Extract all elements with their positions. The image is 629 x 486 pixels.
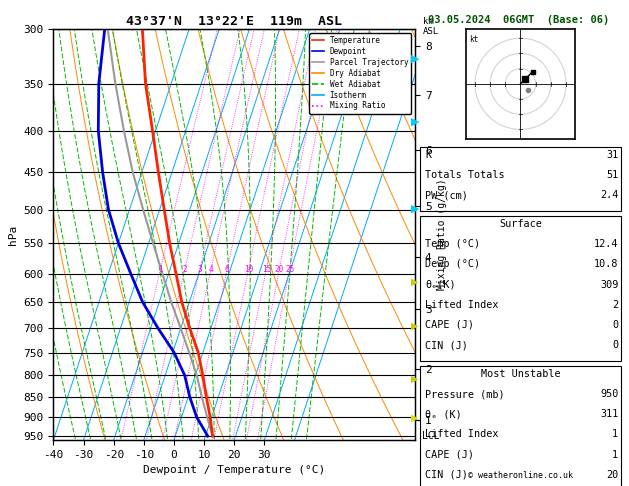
Text: ▶: ▶ (411, 413, 419, 423)
Y-axis label: Mixing Ratio (g/kg): Mixing Ratio (g/kg) (437, 179, 447, 290)
Text: ▶: ▶ (411, 204, 420, 214)
Text: ▶: ▶ (411, 277, 419, 287)
Text: θₑ(K): θₑ(K) (425, 279, 456, 290)
Text: 10.8: 10.8 (594, 260, 618, 269)
Text: 1: 1 (158, 265, 163, 274)
Text: K: K (425, 150, 431, 160)
Text: Most Unstable: Most Unstable (481, 369, 560, 379)
Text: Pressure (mb): Pressure (mb) (425, 389, 505, 399)
Text: 31: 31 (606, 150, 618, 160)
Text: 311: 311 (600, 409, 618, 419)
Text: 6: 6 (225, 265, 230, 274)
Text: Lifted Index: Lifted Index (425, 430, 499, 439)
Text: km
ASL: km ASL (423, 17, 439, 36)
Text: 1: 1 (612, 430, 618, 439)
Text: 1: 1 (612, 450, 618, 460)
Text: Temp (°C): Temp (°C) (425, 239, 481, 249)
Text: kt: kt (469, 35, 478, 44)
Text: ▶: ▶ (411, 374, 419, 384)
Title: 43°37'N  13°22'E  119m  ASL: 43°37'N 13°22'E 119m ASL (126, 15, 342, 28)
Text: 3: 3 (198, 265, 202, 274)
Text: CIN (J): CIN (J) (425, 340, 468, 350)
Text: ▶: ▶ (411, 321, 419, 330)
Text: 0: 0 (612, 340, 618, 350)
Text: LCL: LCL (422, 431, 440, 441)
Text: ▶: ▶ (411, 53, 420, 63)
Text: 03.05.2024  06GMT  (Base: 06): 03.05.2024 06GMT (Base: 06) (428, 15, 610, 25)
Text: 20: 20 (606, 470, 618, 480)
Text: PW (cm): PW (cm) (425, 190, 468, 200)
Text: 0: 0 (612, 320, 618, 330)
Text: ▶: ▶ (411, 117, 420, 126)
Text: CAPE (J): CAPE (J) (425, 450, 474, 460)
Text: 10: 10 (244, 265, 253, 274)
Text: 2.4: 2.4 (600, 190, 618, 200)
Text: θₑ (K): θₑ (K) (425, 409, 462, 419)
Text: 309: 309 (600, 279, 618, 290)
Y-axis label: hPa: hPa (8, 225, 18, 244)
Text: CIN (J): CIN (J) (425, 470, 468, 480)
Text: 2: 2 (612, 300, 618, 310)
Text: 15: 15 (262, 265, 271, 274)
Text: Dewp (°C): Dewp (°C) (425, 260, 481, 269)
Text: 51: 51 (606, 170, 618, 180)
Text: 25: 25 (285, 265, 294, 274)
X-axis label: Dewpoint / Temperature (°C): Dewpoint / Temperature (°C) (143, 465, 325, 475)
Text: 4: 4 (209, 265, 213, 274)
Text: CAPE (J): CAPE (J) (425, 320, 474, 330)
Text: Surface: Surface (499, 219, 542, 229)
Text: 12.4: 12.4 (594, 239, 618, 249)
Text: Lifted Index: Lifted Index (425, 300, 499, 310)
Legend: Temperature, Dewpoint, Parcel Trajectory, Dry Adiabat, Wet Adiabat, Isotherm, Mi: Temperature, Dewpoint, Parcel Trajectory… (309, 33, 411, 114)
Text: © weatheronline.co.uk: © weatheronline.co.uk (469, 471, 573, 480)
Text: 20: 20 (275, 265, 284, 274)
Text: Totals Totals: Totals Totals (425, 170, 505, 180)
Text: 950: 950 (600, 389, 618, 399)
Text: 2: 2 (182, 265, 187, 274)
